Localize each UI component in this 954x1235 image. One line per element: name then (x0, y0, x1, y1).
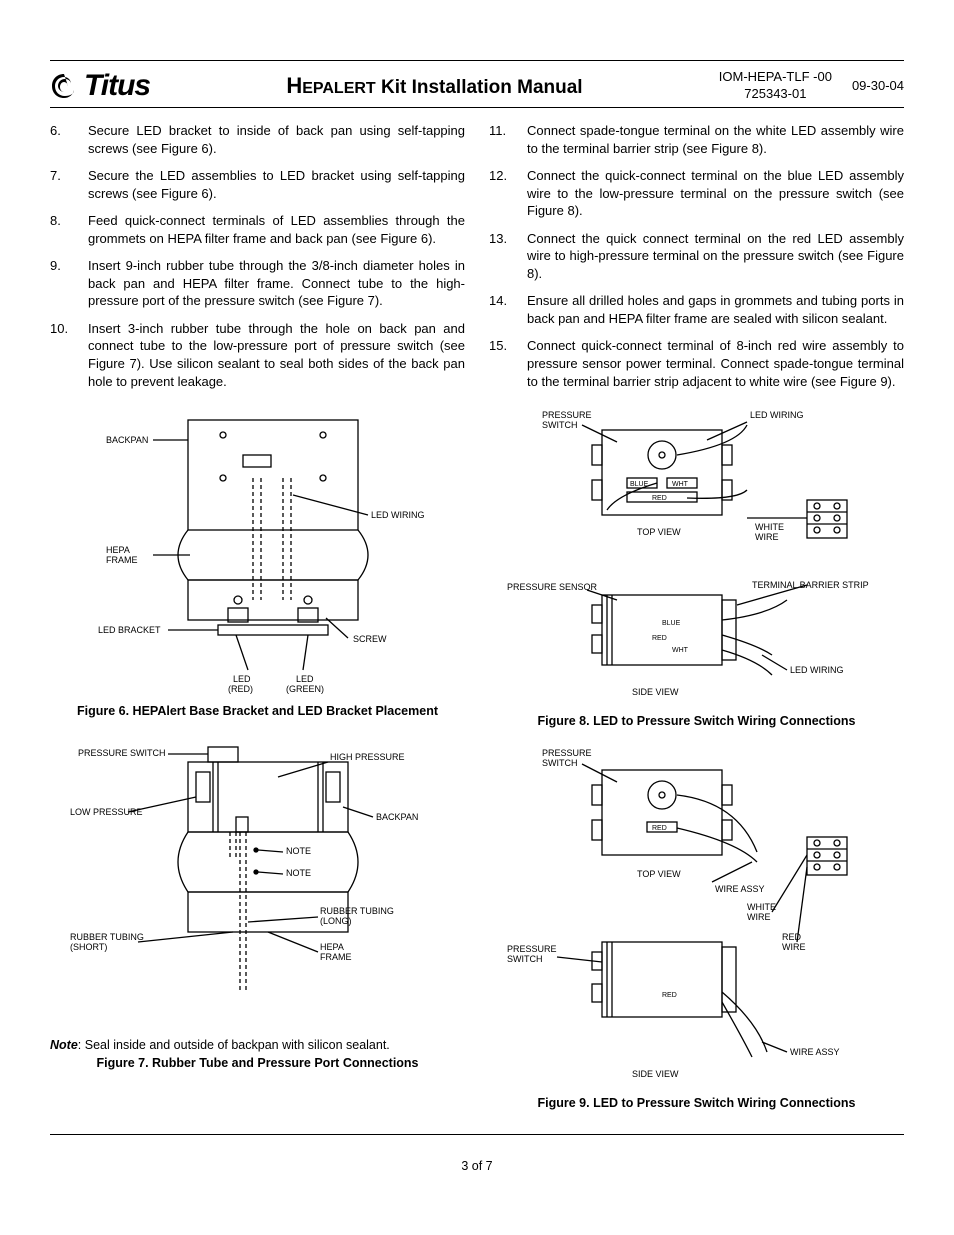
step-7: 7.Secure the LED assemblies to LED brack… (50, 167, 465, 202)
fig7-label-rubber-short: RUBBER TUBING(SHORT) (70, 932, 144, 952)
brand-logo: Titus (50, 69, 150, 103)
fig8-pressure-switch: PRESSURESWITCH (542, 410, 592, 430)
figure-7-caption: Figure 7. Rubber Tube and Pressure Port … (50, 1056, 465, 1070)
fig7-label-note2: NOTE (286, 868, 311, 878)
svg-text:BLUE: BLUE (662, 620, 681, 627)
fig7-label-high-pressure: HIGH PRESSURE (330, 752, 405, 762)
doc-date: 09-30-04 (852, 78, 904, 95)
fig6-label-hepaframe: HEPAFRAME (106, 545, 138, 565)
page-header: Titus HEPALERT Kit Installation Manual I… (50, 69, 904, 103)
svg-text:WHT: WHT (672, 647, 689, 654)
figure-7-diagram: PRESSURE SWITCH HIGH PRESSURE LOW PRESSU… (68, 732, 448, 1032)
fig6-label-ledred: LED(RED) (228, 674, 253, 694)
step-15: 15.Connect quick-connect terminal of 8-i… (489, 337, 904, 390)
doc-number: 725343-01 (719, 86, 832, 103)
fig9-wire-assy: WIRE ASSY (715, 884, 765, 894)
fig9-sideview: SIDE VIEW (632, 1069, 679, 1079)
fig8-white-wire: WHITEWIRE (755, 522, 784, 542)
fig8-sideview: SIDE VIEW (632, 687, 679, 697)
brand-name: Titus (84, 69, 150, 103)
figure-9-diagram: PRESSURESWITCH RED TOP VIEW WIRE ASSY WH… (507, 742, 887, 1092)
figure-6-diagram: BACKPAN LED WIRING HEPAFRAME LED BRACKET… (78, 400, 438, 700)
svg-text:RED: RED (662, 992, 677, 999)
fig8-blue: BLUE (630, 481, 649, 488)
step-14: 14.Ensure all drilled holes and gaps in … (489, 292, 904, 327)
fig8-led-wiring: LED WIRING (750, 410, 804, 420)
step-6: 6.Secure LED bracket to inside of back p… (50, 122, 465, 157)
fig9-red: RED (652, 825, 667, 832)
body-columns: 6.Secure LED bracket to inside of back p… (50, 122, 904, 1124)
step-12: 12.Connect the quick-connect terminal on… (489, 167, 904, 220)
doc-title: HEPALERT Kit Installation Manual (170, 73, 699, 99)
fig8-led-wiring-2: LED WIRING (790, 665, 844, 675)
fig6-label-ledbracket: LED BRACKET (98, 625, 161, 635)
fig9-topview: TOP VIEW (637, 869, 681, 879)
fig9-red-wire: REDWIRE (782, 932, 806, 952)
fig7-label-hepa: HEPAFRAME (320, 942, 352, 962)
fig7-label-backpan: BACKPAN (376, 812, 418, 822)
fig8-wht: WHT (672, 481, 689, 488)
step-11: 11.Connect spade-tongue terminal on the … (489, 122, 904, 157)
header-rule-bottom (50, 107, 904, 108)
fig7-label-pressure-switch: PRESSURE SWITCH (78, 748, 166, 758)
swirl-icon (50, 72, 78, 100)
fig9-wire-assy-2: WIRE ASSY (790, 1047, 840, 1057)
fig8-terminal: TERMINAL BARRIER STRIP (752, 580, 869, 590)
right-column: 11.Connect spade-tongue terminal on the … (489, 122, 904, 1124)
fig6-label-screw: SCREW (353, 634, 387, 644)
figure-8-diagram: PRESSURESWITCH LED WIRING BLUE WHT RED T… (507, 400, 887, 710)
step-8: 8.Feed quick-connect terminals of LED as… (50, 212, 465, 247)
fig7-label-note1: NOTE (286, 846, 311, 856)
footer-rule (50, 1134, 904, 1135)
fig8-red: RED (652, 495, 667, 502)
fig9-white-wire: WHITEWIRE (747, 902, 776, 922)
figure-6-caption: Figure 6. HEPAlert Base Bracket and LED … (50, 704, 465, 718)
doc-code: IOM-HEPA-TLF -00 (719, 69, 832, 86)
header-rule-top (50, 60, 904, 61)
fig9-pressure-switch-2: PRESSURESWITCH (507, 944, 557, 964)
fig6-label-ledwiring: LED WIRING (371, 510, 425, 520)
page-number: 3 of 7 (50, 1159, 904, 1173)
left-column: 6.Secure LED bracket to inside of back p… (50, 122, 465, 1124)
svg-text:RED: RED (652, 635, 667, 642)
figure-9-caption: Figure 9. LED to Pressure Switch Wiring … (489, 1096, 904, 1110)
step-9: 9.Insert 9-inch rubber tube through the … (50, 257, 465, 310)
fig7-label-rubber-long: RUBBER TUBING(LONG) (320, 906, 394, 926)
step-13: 13.Connect the quick connect terminal on… (489, 230, 904, 283)
fig8-pressure-sensor: PRESSURE SENSOR (507, 582, 598, 592)
step-10: 10.Insert 3-inch rubber tube through the… (50, 320, 465, 390)
figure-8-caption: Figure 8. LED to Pressure Switch Wiring … (489, 714, 904, 728)
doc-meta: IOM-HEPA-TLF -00 725343-01 09-30-04 (719, 69, 904, 103)
figure-7-note: Note: Seal inside and outside of backpan… (50, 1038, 465, 1052)
fig6-label-ledgreen: LED(GREEN) (286, 674, 324, 694)
fig7-label-low-pressure: LOW PRESSURE (70, 807, 143, 817)
fig8-topview: TOP VIEW (637, 527, 681, 537)
fig6-label-backpan: BACKPAN (106, 435, 148, 445)
